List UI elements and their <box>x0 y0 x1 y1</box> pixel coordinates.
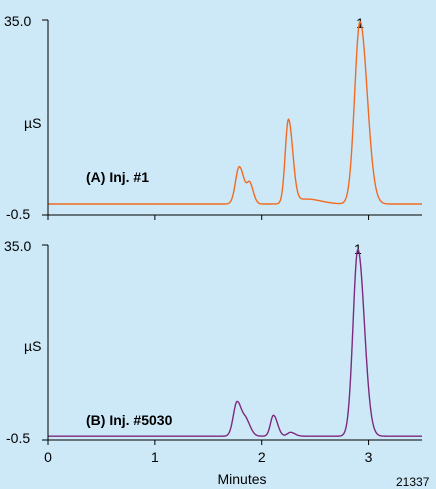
figure-id: 21337 <box>396 475 430 489</box>
x-tick-label-3: 3 <box>365 449 373 465</box>
x-axis-title: Minutes <box>217 471 266 487</box>
panel-b-ylabel: µS <box>24 338 41 354</box>
panel-a-label: (A) Inj. #1 <box>86 169 149 185</box>
panel-b-xtick-labels: 0 1 2 3 <box>44 449 373 465</box>
panel-a-ytick-bottom: -0.5 <box>6 206 30 222</box>
panel-b-label: (B) Inj. #5030 <box>86 412 173 428</box>
panel-a-ytick-top: 35.0 <box>4 13 31 29</box>
panel-a-ylabel: µS <box>24 115 41 131</box>
panel-a: 35.0 µS -0.5 (A) Inj. #1 1 <box>4 13 422 222</box>
x-tick-label-2: 2 <box>258 449 266 465</box>
panel-b-ytick-top: 35.0 <box>4 238 31 254</box>
panel-b: 35.0 µS -0.5 (B) Inj. #5030 1 0 1 2 3 Minut… <box>4 238 422 487</box>
panel-b-ytick-bottom: -0.5 <box>6 430 30 446</box>
x-tick-label-0: 0 <box>44 449 52 465</box>
panel-a-xticks <box>47 215 370 220</box>
panel-b-trace <box>48 248 422 437</box>
panel-b-xticks <box>47 440 370 445</box>
panel-a-trace <box>48 20 422 205</box>
x-tick-label-1: 1 <box>151 449 159 465</box>
